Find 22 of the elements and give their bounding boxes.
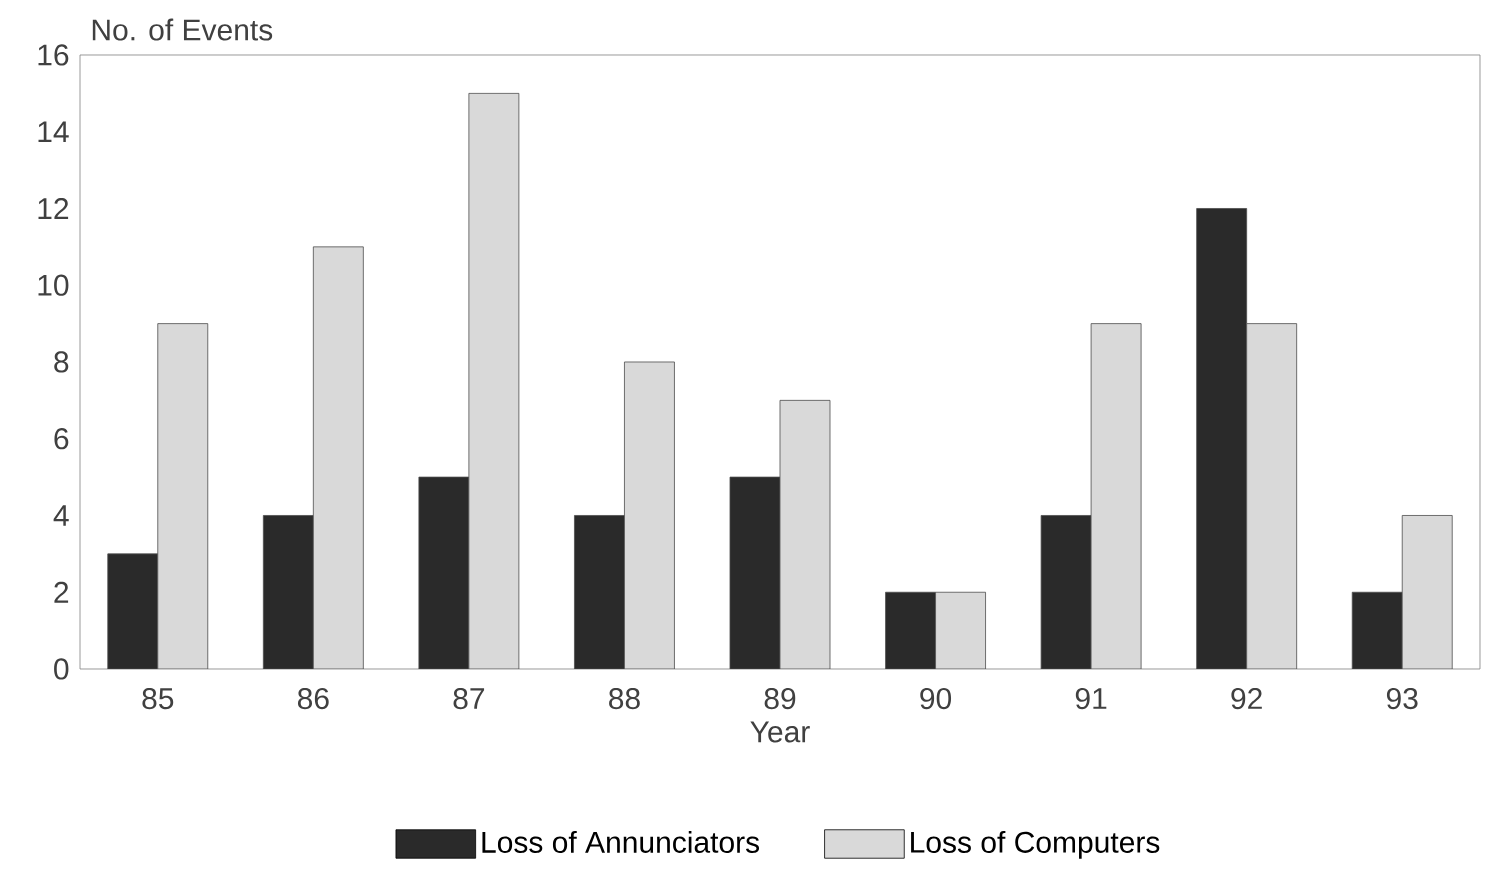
y-tick-label: 8	[54, 351, 69, 373]
legend-label: Loss of Computers	[911, 830, 1160, 859]
y-tick-label: 16	[38, 44, 69, 66]
x-tick-label: 88	[609, 687, 640, 710]
y-tick-label: 14	[38, 121, 69, 143]
x-tick-label: 87	[453, 687, 485, 710]
y-tick-label: 0	[54, 658, 69, 680]
y-tick-label: 2	[54, 581, 69, 603]
x-tick-label: 93	[1386, 687, 1418, 710]
x-tick-label: 86	[297, 687, 329, 710]
y-tick-label: 12	[38, 198, 69, 219]
y-tick-label: 4	[53, 505, 69, 526]
y-tick-label: 6	[54, 428, 69, 450]
x-tick-label: 91	[1075, 687, 1107, 710]
y-axis-title: No. of Events	[92, 18, 273, 41]
x-tick-label: 92	[1231, 687, 1262, 710]
x-tick-label: 90	[920, 687, 952, 710]
y-tick-label: 10	[38, 274, 69, 296]
legend-label: Loss of Annunciators	[482, 830, 760, 853]
x-tick-label: 85	[142, 687, 174, 710]
x-tick-label: 89	[764, 687, 796, 710]
x-axis-title: Year	[750, 721, 810, 743]
